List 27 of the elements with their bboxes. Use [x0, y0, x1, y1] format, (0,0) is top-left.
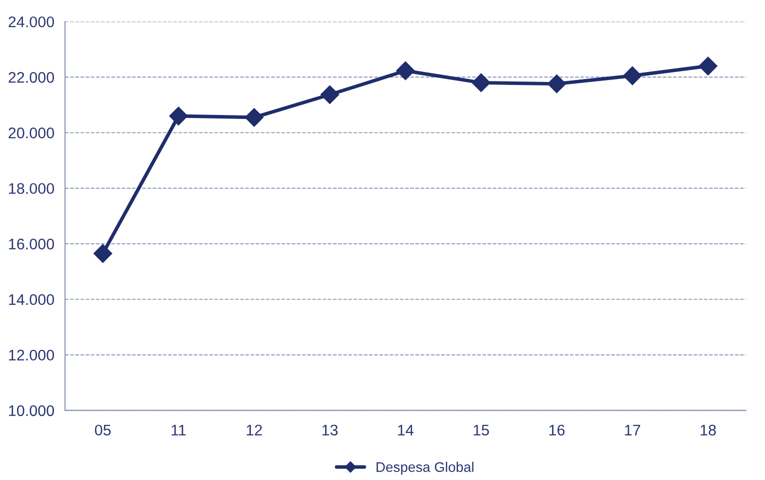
x-tick-label: 14 — [398, 424, 414, 436]
y-tick-label: 10.000 — [9, 405, 54, 416]
x-tick-label: 05 — [94, 424, 111, 436]
y-tick-label: 18.000 — [9, 183, 54, 194]
x-tick-label: 18 — [700, 424, 716, 436]
point — [472, 73, 490, 92]
point — [244, 108, 264, 127]
point — [547, 74, 566, 94]
y-tick-label: 20.000 — [8, 128, 54, 138]
y-tick-label: 14.000 — [9, 294, 54, 305]
point — [93, 244, 112, 263]
y-tick-label: 22.000 — [8, 72, 54, 83]
x-tick-label: 15 — [474, 424, 489, 436]
y-tick-label: 24.000 — [8, 16, 54, 28]
y-tick-label: 16.000 — [9, 238, 54, 250]
y-tick-label: 12.000 — [9, 350, 54, 361]
x-tick-label: 12 — [246, 424, 262, 436]
point — [698, 56, 718, 76]
point — [623, 66, 642, 86]
x-tick-label: 17 — [625, 424, 640, 436]
x-tick-label: 16 — [549, 424, 565, 436]
point — [320, 85, 340, 104]
point — [396, 61, 415, 80]
point — [169, 106, 188, 126]
x-tick-label: 13 — [322, 424, 338, 436]
x-tick-label: 11 — [172, 424, 186, 436]
legend-label: Despesa Global — [376, 462, 474, 475]
